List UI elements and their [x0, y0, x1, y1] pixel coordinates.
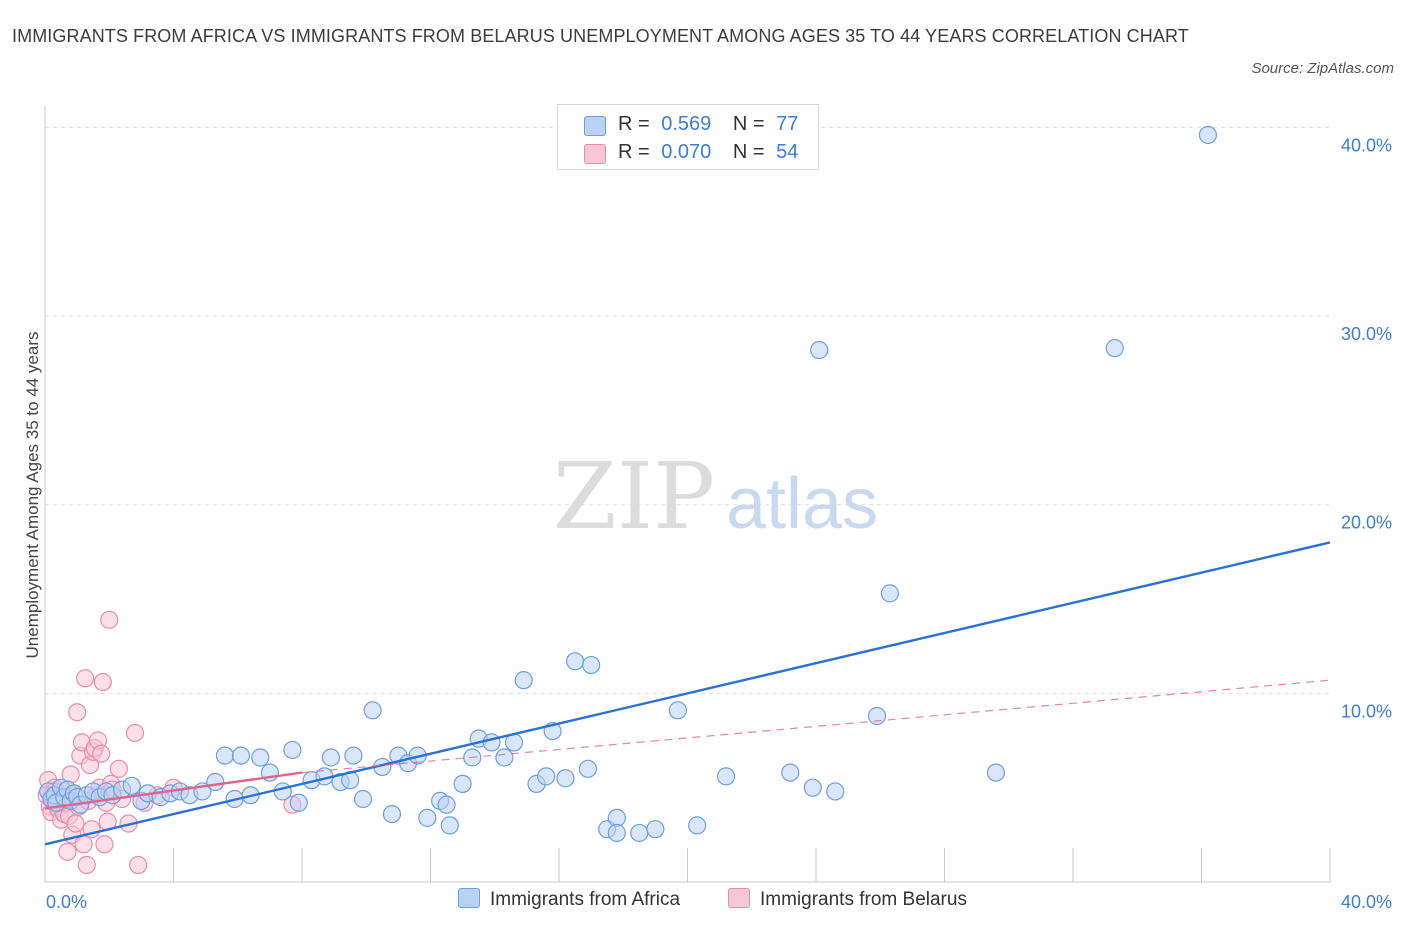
belarus-swatch — [584, 144, 606, 164]
axes — [44, 106, 1331, 883]
trend-lines — [44, 541, 1331, 846]
belarus-point — [58, 842, 77, 861]
belarus-point — [100, 610, 119, 629]
africa-point — [353, 789, 373, 809]
africa-point — [646, 820, 665, 839]
belarus-point — [66, 814, 85, 833]
watermark-atlas: atlas — [726, 464, 878, 544]
africa-point — [495, 748, 514, 767]
chart-title: IMMIGRANTS FROM AFRICA VS IMMIGRANTS FRO… — [12, 26, 1189, 46]
africa-point — [344, 746, 363, 765]
africa-point — [688, 816, 707, 835]
belarus-trend-line — [44, 771, 303, 810]
source-label: Source: ZipAtlas.com — [1251, 60, 1394, 77]
africa-point — [514, 671, 533, 690]
x-tick-label-min: 0.0% — [46, 892, 87, 912]
africa-point — [716, 767, 736, 786]
series-legend-africa[interactable]: Immigrants from Africa — [458, 888, 680, 911]
africa-point — [283, 740, 302, 760]
africa-swatch — [584, 116, 606, 136]
africa-point — [251, 748, 270, 767]
africa-point — [206, 772, 225, 792]
y-tick-label: 20.0% — [1341, 513, 1392, 533]
africa-n-value: 77 — [776, 113, 799, 135]
tick-labels: 10.0% 20.0% 30.0% 40.0% 0.0% 40.0% — [46, 135, 1392, 912]
africa-point — [215, 746, 234, 765]
y-tick-label: 10.0% — [1341, 701, 1392, 721]
africa-point — [437, 795, 456, 814]
africa-point — [810, 340, 829, 360]
africa-point — [482, 733, 501, 752]
watermark-zip: ZIP — [553, 443, 715, 550]
belarus-points — [37, 610, 302, 875]
africa-point — [273, 782, 292, 801]
belarus-legend-label: Immigrants from Belarus — [760, 889, 967, 910]
africa-legend-label: Immigrants from Africa — [490, 889, 681, 910]
belarus-point — [95, 835, 114, 854]
africa-r-label: R = — [618, 113, 650, 135]
belarus-point — [129, 855, 148, 875]
africa-point — [803, 778, 822, 797]
africa-point — [418, 808, 437, 827]
y-tick-label: 30.0% — [1341, 324, 1392, 344]
belarus-r-label: R = — [618, 141, 650, 163]
correlation-legend: R = 0.569 N = 77 R = 0.070 N = 54 — [557, 104, 819, 170]
belarus-point — [109, 759, 128, 778]
africa-point — [582, 655, 601, 675]
belarus-point — [92, 744, 111, 763]
africa-point — [382, 804, 402, 824]
africa-n-label: N = — [732, 113, 765, 135]
africa-point — [826, 782, 845, 801]
africa-point — [880, 584, 899, 603]
africa-point — [668, 701, 687, 720]
watermark: ZIP atlas — [553, 443, 878, 550]
africa-point — [1105, 339, 1124, 358]
belarus-trend-extension — [301, 679, 1331, 774]
y-tick-label: 40.0% — [1341, 135, 1392, 155]
africa-point — [607, 808, 626, 827]
africa-point — [122, 776, 141, 795]
africa-point — [289, 793, 308, 812]
africa-trend-line — [44, 541, 1331, 846]
africa-point — [607, 823, 626, 843]
africa-r-value: 0.569 — [661, 113, 712, 135]
africa-point — [321, 748, 341, 767]
belarus-point — [77, 855, 96, 875]
africa-point — [1198, 125, 1218, 145]
gridlines — [45, 126, 1330, 694]
belarus-point — [74, 835, 93, 854]
belarus-point — [76, 669, 95, 688]
africa-point — [440, 816, 459, 835]
africa-point — [630, 823, 649, 843]
belarus-r-value: 0.070 — [661, 141, 712, 163]
africa-point — [986, 763, 1006, 782]
africa-legend-swatch — [458, 888, 480, 908]
africa-point — [565, 652, 585, 671]
x-tick-label-max: 40.0% — [1341, 892, 1392, 912]
africa-point — [453, 774, 472, 794]
belarus-n-label: N = — [732, 141, 765, 163]
africa-point — [556, 769, 575, 788]
africa-point — [537, 767, 556, 786]
belarus-n-value: 54 — [776, 141, 799, 163]
africa-point — [231, 746, 251, 765]
africa-point — [867, 706, 887, 726]
belarus-legend-swatch — [728, 888, 750, 908]
africa-point — [363, 701, 382, 720]
belarus-point — [93, 672, 112, 692]
africa-point — [578, 759, 598, 778]
africa-point — [781, 763, 800, 782]
series-legend-belarus[interactable]: Immigrants from Belarus — [728, 888, 967, 911]
belarus-point — [125, 723, 145, 743]
belarus-point — [68, 703, 87, 722]
